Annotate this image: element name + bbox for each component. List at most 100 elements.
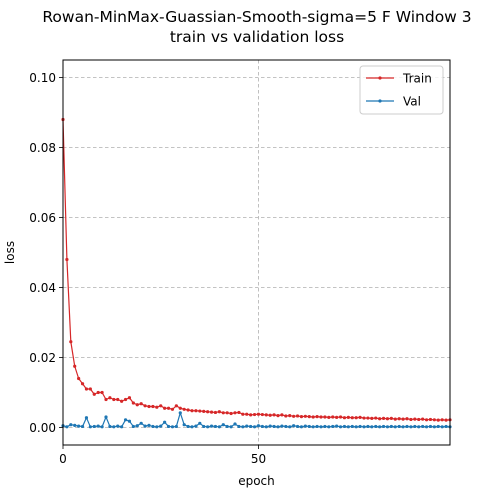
data-point-val xyxy=(186,424,190,429)
data-point-val xyxy=(178,411,182,415)
data-point-val xyxy=(221,423,225,427)
data-point-train xyxy=(178,406,182,410)
data-point-val xyxy=(92,424,96,429)
data-point-val xyxy=(65,425,69,429)
data-point-train xyxy=(444,418,448,422)
data-point-val xyxy=(229,425,233,429)
data-point-train xyxy=(315,415,319,419)
data-point-train xyxy=(303,414,307,418)
data-point-train xyxy=(209,410,214,414)
data-point-train xyxy=(331,415,335,419)
data-point-val xyxy=(421,424,425,429)
data-point-val xyxy=(385,425,390,429)
data-point-train xyxy=(159,404,163,408)
data-point-train xyxy=(440,418,444,422)
data-point-train xyxy=(73,364,77,368)
data-point-val xyxy=(436,424,440,429)
data-point-val xyxy=(389,424,393,429)
data-point-train xyxy=(362,416,366,420)
data-point-train xyxy=(284,414,288,418)
y-tick-label: 0.10 xyxy=(29,71,56,85)
data-point-val xyxy=(73,423,77,427)
series-layer xyxy=(61,117,452,429)
data-point-train xyxy=(374,416,378,420)
data-point-train xyxy=(69,340,73,344)
data-point-val xyxy=(264,425,268,429)
data-point-train xyxy=(260,412,264,417)
data-point-train xyxy=(389,416,393,420)
data-point-val xyxy=(202,424,206,429)
data-point-val xyxy=(432,425,436,429)
data-point-train xyxy=(366,416,370,420)
data-point-train xyxy=(84,387,89,391)
data-point-train xyxy=(100,390,104,395)
data-point-train xyxy=(186,408,190,412)
y-tick-label: 0.06 xyxy=(29,211,56,225)
data-point-val xyxy=(381,424,386,429)
data-point-val xyxy=(198,421,202,425)
data-point-train xyxy=(213,410,218,415)
data-point-val xyxy=(319,425,323,429)
data-point-train xyxy=(206,410,210,414)
data-point-train xyxy=(182,407,186,411)
data-point-train xyxy=(155,405,159,409)
data-point-train xyxy=(225,411,229,415)
data-point-train xyxy=(264,413,268,417)
data-point-val xyxy=(135,424,139,428)
data-point-val xyxy=(213,424,218,429)
data-point-train xyxy=(174,404,178,408)
data-point-train xyxy=(338,415,343,419)
data-point-val xyxy=(307,424,311,429)
data-point-val xyxy=(405,424,409,429)
data-point-val xyxy=(370,425,374,429)
data-point-val xyxy=(323,424,327,429)
data-point-val xyxy=(393,425,397,429)
data-point-train xyxy=(120,399,124,403)
data-point-train xyxy=(436,418,440,422)
data-point-val xyxy=(96,424,100,428)
series-train xyxy=(61,117,452,422)
data-point-train xyxy=(135,403,139,407)
data-point-train xyxy=(147,404,151,409)
data-point-val xyxy=(69,423,73,427)
data-point-val xyxy=(272,424,276,429)
data-point-val xyxy=(245,424,249,428)
data-point-val xyxy=(401,425,405,429)
data-point-val xyxy=(131,424,135,429)
data-point-val xyxy=(256,424,261,428)
data-point-train xyxy=(370,416,374,420)
data-point-val xyxy=(311,425,315,429)
series-line-train xyxy=(62,119,451,421)
data-point-val xyxy=(350,424,354,429)
x-axis-label: epoch xyxy=(238,474,275,488)
data-point-val xyxy=(155,425,159,429)
chart-subtitle: train vs validation loss xyxy=(170,28,344,46)
data-point-val xyxy=(77,424,81,428)
legend-label-train: Train xyxy=(402,72,432,86)
data-point-train xyxy=(401,417,405,421)
y-tick-label: 0.02 xyxy=(29,351,56,365)
data-point-val xyxy=(127,419,132,423)
data-point-train xyxy=(358,415,362,419)
data-point-val xyxy=(362,425,366,429)
y-tick-label: 0.08 xyxy=(29,141,56,155)
data-point-train xyxy=(417,417,421,422)
data-point-val xyxy=(108,424,112,429)
data-point-train xyxy=(288,414,292,418)
data-point-train xyxy=(354,416,358,420)
data-point-train xyxy=(245,412,249,416)
data-point-train xyxy=(350,416,354,420)
data-point-train xyxy=(424,418,429,422)
data-point-train xyxy=(77,376,81,381)
data-point-val xyxy=(120,425,124,429)
data-point-val xyxy=(159,424,163,428)
data-point-train xyxy=(413,417,417,421)
data-point-train xyxy=(190,409,194,413)
data-point-train xyxy=(166,406,171,410)
data-point-train xyxy=(409,417,413,422)
data-point-val xyxy=(225,424,229,429)
data-point-train xyxy=(233,411,237,415)
ticks: 0.00 0.02 0.04 0.06 0.08 0.10 0 50 xyxy=(29,71,266,466)
data-point-val xyxy=(280,424,284,428)
